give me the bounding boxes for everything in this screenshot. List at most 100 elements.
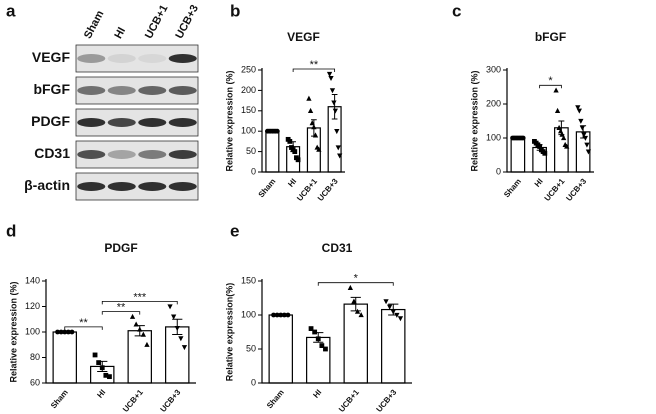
y-tick-label: 140 (25, 275, 40, 285)
bar (343, 303, 368, 384)
y-tick-label: 80 (30, 352, 40, 362)
significance-label: * (354, 273, 359, 285)
data-point (295, 157, 301, 163)
data-point (394, 312, 400, 318)
blot-band (168, 54, 197, 63)
data-point (584, 142, 590, 148)
x-tick-label: UCB+3 (374, 387, 398, 413)
data-point (99, 365, 105, 371)
data-point (564, 143, 570, 149)
bar (510, 137, 526, 173)
data-point (328, 76, 334, 82)
blot-band (107, 54, 136, 63)
data-point (383, 299, 389, 305)
chart-title: CD31 (322, 241, 353, 255)
data-point (315, 336, 321, 342)
panel-letter: a (6, 1, 16, 20)
data-point (55, 329, 60, 335)
significance-bracket (101, 311, 141, 315)
axes (506, 68, 594, 173)
y-tick-label: 120 (25, 301, 40, 311)
data-point (312, 329, 318, 335)
blot-band (107, 86, 136, 95)
data-point (335, 145, 341, 151)
blot-band (107, 118, 136, 127)
data-point (271, 312, 276, 318)
blot-band (77, 182, 106, 191)
data-point (285, 312, 291, 318)
y-tick-label: 200 (241, 85, 256, 95)
blot-band (77, 118, 106, 127)
data-point (62, 329, 68, 335)
significance-label: ** (310, 59, 319, 71)
data-point (65, 329, 71, 335)
data-point (319, 343, 325, 348)
bar (265, 130, 280, 173)
y-axis-label: Relative expression(%) (224, 283, 234, 382)
error-bar (331, 93, 338, 120)
data-point (323, 346, 328, 352)
data-point (337, 153, 343, 159)
blot-band (138, 150, 167, 159)
data-point (358, 312, 364, 318)
x-tick-label: HI (286, 177, 298, 189)
y-axis-label: Relative expression (%) (8, 281, 18, 382)
data-point (129, 313, 136, 319)
y-tick-label: 100 (486, 132, 501, 142)
data-point (387, 304, 393, 310)
data-point (167, 304, 173, 310)
data-point (137, 326, 143, 332)
blot-band (168, 182, 197, 191)
data-point (103, 372, 109, 378)
x-tick-label: HI (95, 388, 107, 400)
x-tick-label: Sham (502, 177, 523, 199)
x-tick-label: Sham (265, 388, 286, 410)
data-point (537, 144, 543, 149)
significance-bracket (101, 301, 178, 305)
data-point (553, 87, 559, 93)
data-point (311, 124, 317, 130)
data-point (554, 107, 561, 113)
y-tick-label: 50 (246, 146, 256, 156)
x-tick-label: HI (533, 177, 545, 189)
y-tick-label: 0 (496, 166, 501, 176)
y-tick-label: 50 (246, 343, 256, 353)
data-point (561, 135, 567, 141)
data-point (520, 135, 526, 141)
panel-letter: e (230, 221, 239, 240)
data-point (174, 326, 180, 332)
bar (52, 331, 77, 384)
data-point (287, 139, 293, 144)
row-label: bFGF (33, 81, 70, 97)
blot-band (138, 118, 167, 127)
x-tick-label: UCB+3 (316, 176, 340, 202)
blot-band (107, 150, 136, 159)
panel-letter: b (230, 1, 240, 20)
x-tick-label: HI (311, 388, 323, 400)
blot-band (168, 118, 197, 127)
data-point (107, 374, 112, 380)
x-tick-label: UCB+1 (121, 387, 145, 413)
data-point (96, 360, 102, 365)
significance-label: ** (117, 302, 126, 314)
data-point (140, 331, 146, 337)
bar (268, 314, 293, 384)
row-label: CD31 (34, 145, 70, 161)
chart-title: bFGF (535, 30, 566, 44)
y-tick-label: 150 (241, 275, 256, 285)
bar (381, 308, 406, 384)
y-tick-label: 100 (25, 326, 40, 336)
axes (45, 279, 196, 384)
data-point (397, 316, 404, 322)
data-point (542, 150, 548, 156)
significance-bracket (292, 68, 336, 72)
lane-label: UCB+1 (143, 3, 171, 41)
data-point (578, 118, 584, 124)
data-point (331, 100, 337, 106)
axes (261, 279, 412, 384)
data-point (309, 120, 315, 126)
data-point (181, 345, 188, 351)
chart-title: PDGF (104, 241, 137, 255)
data-point (308, 326, 314, 331)
blot-band (168, 150, 197, 159)
